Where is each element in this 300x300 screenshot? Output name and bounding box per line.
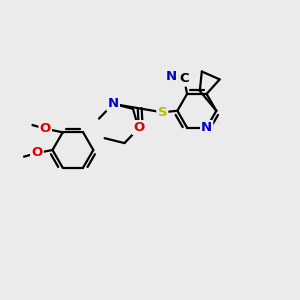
Text: N: N [201, 121, 212, 134]
Text: N: N [108, 98, 119, 110]
Text: O: O [133, 121, 144, 134]
Text: N: N [108, 98, 119, 110]
Text: N: N [166, 70, 177, 83]
Text: N: N [166, 70, 177, 83]
Text: O: O [31, 146, 43, 160]
Text: N: N [201, 121, 212, 134]
Text: S: S [158, 106, 167, 119]
Text: O: O [40, 122, 51, 135]
Text: O: O [31, 146, 43, 160]
Text: S: S [158, 106, 167, 119]
Text: C: C [179, 72, 189, 86]
Text: C: C [179, 72, 189, 86]
Text: O: O [40, 122, 51, 135]
Text: O: O [133, 121, 144, 134]
